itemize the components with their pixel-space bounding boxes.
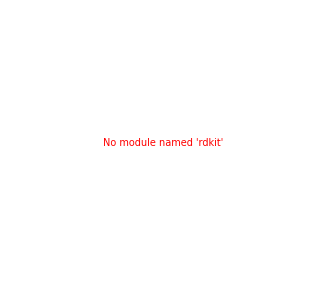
Text: No module named 'rdkit': No module named 'rdkit': [103, 137, 224, 148]
